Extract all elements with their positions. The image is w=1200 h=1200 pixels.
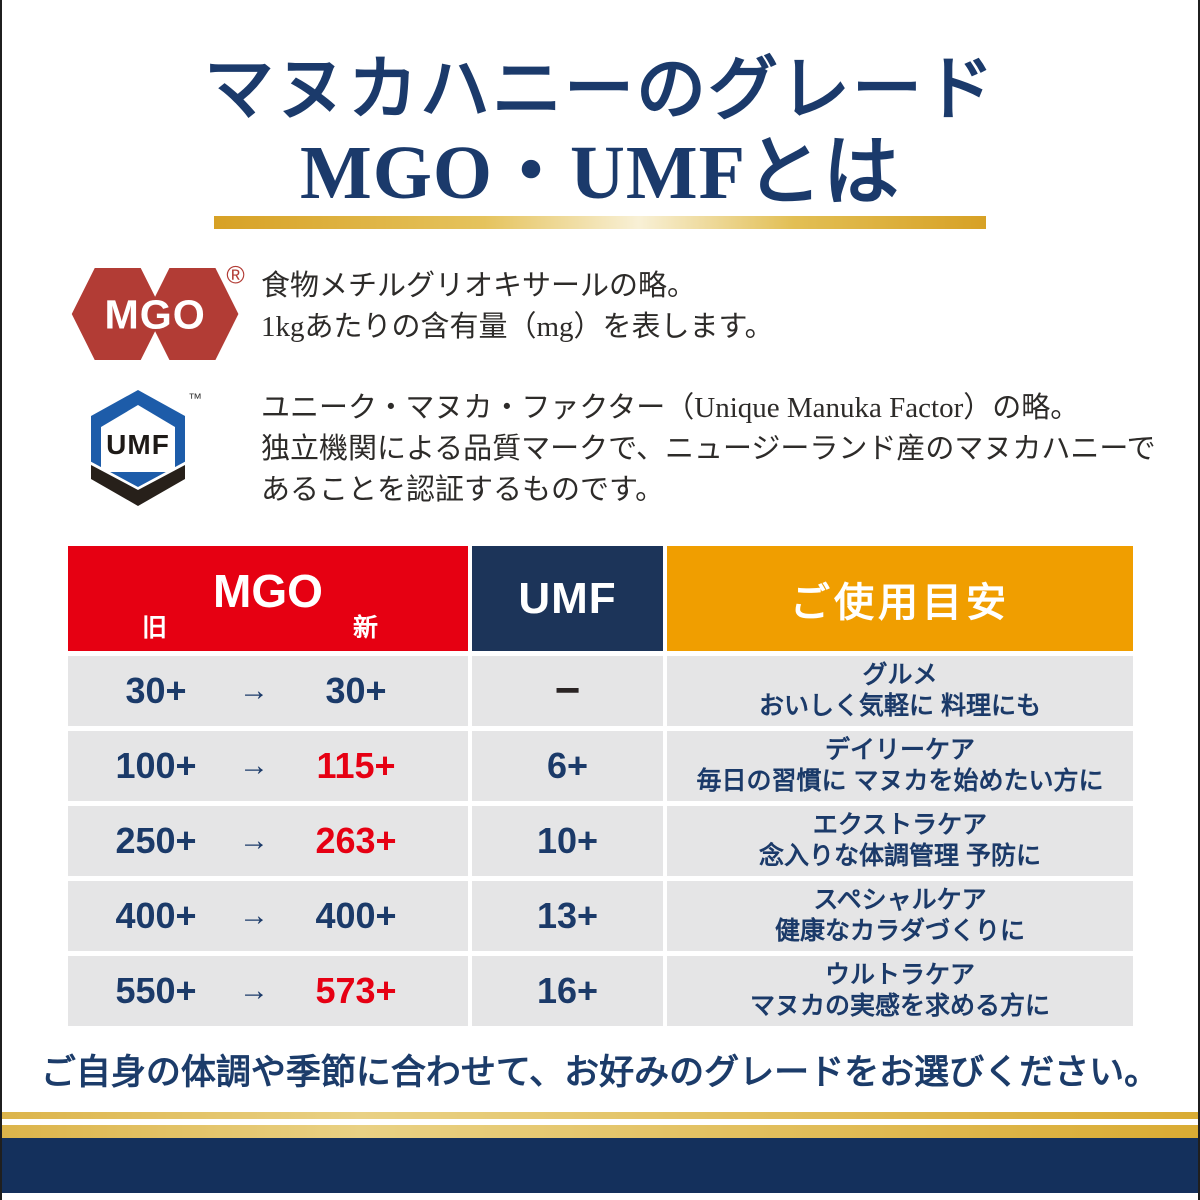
page-title: マヌカハニーのグレード MGO・UMFとは xyxy=(0,50,1200,214)
mgo-description-line2: 1kgあたりの含有量（mg）を表します。 xyxy=(261,311,774,343)
grade-table: MGO 旧 新 UMF ご使用目安 30+ → 30+ − グルメ おいしく気軽… xyxy=(68,546,1133,1026)
mgo-cell: 550+ → 573+ xyxy=(68,956,468,1026)
usage-description: 毎日の習慣に マヌカを始めたい方に xyxy=(696,767,1104,795)
umf-cell: 13+ xyxy=(472,881,663,951)
usage-cell: デイリーケア 毎日の習慣に マヌカを始めたい方に xyxy=(667,731,1133,801)
mgo-cell: 30+ → 30+ xyxy=(68,656,468,726)
navy-footer-bar xyxy=(0,1138,1200,1193)
mgo-description: 食物メチルグリオキサールの略。 1kgあたりの含有量（mg）を表します。 xyxy=(261,266,774,348)
mgo-new-value: 263+ xyxy=(315,820,397,861)
umf-value: 16+ xyxy=(536,970,599,1011)
arrow-right-icon: → xyxy=(239,899,269,932)
usage-title: ウルトラケア xyxy=(824,961,975,989)
left-border-line xyxy=(0,0,2,1200)
umf-logo-label: UMF xyxy=(106,429,170,460)
umf-value: − xyxy=(554,666,581,715)
umf-value: 6+ xyxy=(546,745,589,786)
usage-title: グルメ xyxy=(862,661,938,689)
mgo-new-value: 115+ xyxy=(316,745,396,786)
usage-cell: エクストラケア 念入りな体調管理 予防に xyxy=(667,806,1133,876)
mgo-header-label: MGO xyxy=(213,564,323,617)
umf-description: ユニーク・マヌカ・ファクター（Unique Manuka Factor）の略。 … xyxy=(261,388,1156,511)
mgo-old-column-label: 旧 xyxy=(142,614,168,642)
arrow-right-icon: → xyxy=(239,749,269,782)
page-title-line2: MGO・UMFとは xyxy=(299,131,900,215)
mgo-description-line1: 食物メチルグリオキサールの略。 xyxy=(261,270,697,302)
gold-stripe-thick xyxy=(0,1125,1200,1138)
mgo-old-value: 250+ xyxy=(115,820,197,861)
footer-note: ご自身の体調や季節に合わせて、お好みのグレードをお選びください。 xyxy=(40,1053,1160,1092)
mgo-new-value: 30+ xyxy=(325,670,387,711)
mgo-cell: 250+ → 263+ xyxy=(68,806,468,876)
mgo-old-value: 400+ xyxy=(115,895,197,936)
usage-title: エクストラケア xyxy=(812,811,988,839)
mgo-new-value: 400+ xyxy=(315,895,397,936)
usage-description: マヌカの実感を求める方に xyxy=(749,992,1050,1020)
mgo-new-column-label: 新 xyxy=(353,614,379,642)
mgo-cell: 400+ → 400+ xyxy=(68,881,468,951)
mgo-cell: 100+ → 115+ xyxy=(68,731,468,801)
usage-description: 念入りな体調管理 予防に xyxy=(759,842,1041,870)
usage-cell: スペシャルケア 健康なカラダづくりに xyxy=(667,881,1133,951)
arrow-right-icon: → xyxy=(239,974,269,1007)
umf-cell: 10+ xyxy=(472,806,663,876)
umf-description-line2: 独立機関による品質マークで、ニュージーランド産のマヌカハニーで xyxy=(261,433,1156,465)
table-header-umf: UMF xyxy=(472,546,663,651)
usage-cell: グルメ おいしく気軽に 料理にも xyxy=(667,656,1133,726)
umf-cell: 6+ xyxy=(472,731,663,801)
arrow-right-icon: → xyxy=(239,674,269,707)
table-header-usage: ご使用目安 xyxy=(667,546,1133,651)
right-border-line xyxy=(1198,0,1200,1200)
umf-description-line3: あることを認証するものです。 xyxy=(261,474,665,506)
gold-stripe-thin xyxy=(0,1112,1200,1119)
usage-title: スペシャルケア xyxy=(813,886,987,914)
umf-cell: − xyxy=(472,656,663,726)
trademark-mark-icon: ™ xyxy=(188,390,202,406)
umf-description-line1: ユニーク・マヌカ・ファクター（Unique Manuka Factor）の略。 xyxy=(261,392,1080,424)
mgo-logo-label: MGO xyxy=(104,291,205,337)
mgo-old-value: 30+ xyxy=(125,670,187,711)
umf-value: 13+ xyxy=(536,895,599,936)
registered-mark-icon: ® xyxy=(226,261,244,289)
umf-logo-icon: UMF ™ xyxy=(86,388,204,511)
mgo-old-value: 100+ xyxy=(115,745,197,786)
mgo-new-value: 573+ xyxy=(315,970,397,1011)
usage-description: おいしく気軽に 料理にも xyxy=(759,692,1041,720)
arrow-right-icon: → xyxy=(239,824,269,857)
page-title-line1: マヌカハニーのグレード xyxy=(204,52,996,129)
mgo-old-value: 550+ xyxy=(115,970,197,1011)
usage-cell: ウルトラケア マヌカの実感を求める方に xyxy=(667,956,1133,1026)
usage-title: デイリーケア xyxy=(824,736,975,764)
umf-cell: 16+ xyxy=(472,956,663,1026)
mgo-logo-icon: MGO ® xyxy=(66,260,248,373)
usage-description: 健康なカラダづくりに xyxy=(774,917,1025,945)
table-header-mgo: MGO 旧 新 xyxy=(68,546,468,651)
umf-value: 10+ xyxy=(536,820,599,861)
gold-underline xyxy=(214,216,986,229)
